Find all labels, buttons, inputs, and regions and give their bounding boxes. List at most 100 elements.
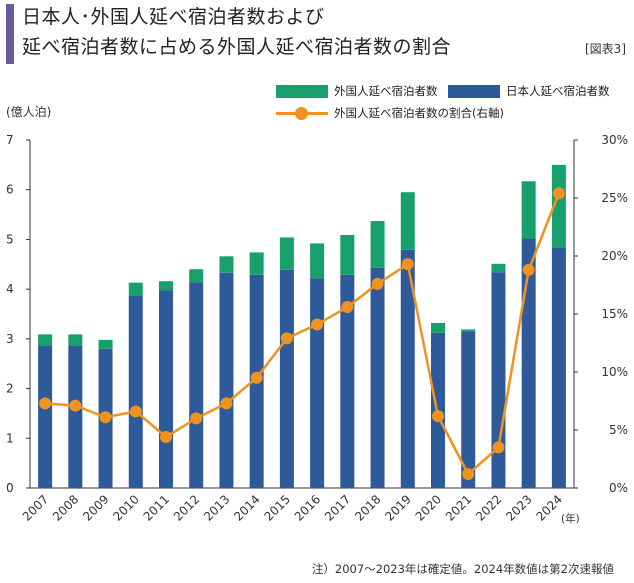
share-point — [432, 410, 444, 423]
bar-japanese — [219, 272, 234, 488]
x-tick-label: 2008 — [50, 492, 81, 523]
legend-japanese-label: 日本人延べ宿泊者数 — [506, 84, 610, 98]
bar-japanese — [400, 249, 415, 488]
legend-share-label: 外国人延べ宿泊者数の割合(右軸) — [334, 106, 504, 120]
bar-japanese — [159, 290, 173, 488]
legend-foreign-label: 外国人延べ宿泊者数 — [334, 84, 438, 98]
x-tick-label: 2022 — [473, 492, 504, 523]
bar-japanese — [128, 295, 143, 488]
bar-foreign — [38, 334, 53, 346]
bar-japanese — [38, 345, 53, 488]
share-point — [220, 397, 233, 410]
y-tick-label: 3 — [6, 332, 14, 346]
x-tick-label: 2017 — [322, 492, 353, 523]
bar-foreign — [400, 192, 415, 250]
share-point — [190, 412, 203, 425]
title-accent-bar — [6, 4, 14, 64]
y-tick-label: 4 — [6, 282, 14, 296]
share-point — [39, 397, 52, 410]
bar-foreign — [279, 237, 294, 270]
bar-foreign — [98, 339, 113, 349]
footnote: 注）2007～2023年は確定値。2024年数値は第2次速報値 — [311, 562, 614, 576]
left-axis-unit: (億人泊) — [6, 105, 52, 119]
bar-foreign — [431, 322, 445, 333]
chart-title: 日本人･外国人延べ宿泊者数および 延べ宿泊者数に占める外国人延べ宿泊者数の割合 — [22, 2, 451, 62]
share-point — [311, 318, 324, 331]
y2-tick-label: 10% — [601, 365, 628, 379]
x-tick-label: 2014 — [231, 492, 262, 523]
x-tick-label: 2018 — [352, 492, 383, 523]
x-tick-label: 2012 — [171, 492, 202, 523]
x-tick-label: 2019 — [382, 492, 413, 523]
y2-tick-label: 30% — [601, 133, 628, 147]
bar-foreign — [370, 221, 385, 268]
y2-tick-label: 5% — [609, 423, 628, 437]
share-point — [552, 187, 565, 200]
title-line-1: 日本人･外国人延べ宿泊者数および — [22, 6, 325, 28]
bar-japanese — [461, 331, 476, 488]
x-axis-unit: (年) — [561, 512, 580, 525]
figure-label: [図表3] — [585, 42, 626, 56]
y-tick-label: 6 — [6, 183, 14, 197]
bar-foreign — [219, 256, 234, 273]
bar-japanese — [370, 267, 385, 488]
share-point — [69, 399, 82, 412]
bar-japanese — [189, 282, 204, 488]
x-tick-label: 2013 — [201, 492, 232, 523]
y2-tick-label: 25% — [601, 191, 628, 205]
x-tick-label: 2021 — [443, 492, 474, 523]
legend-foreign-swatch — [276, 85, 328, 98]
share-point — [341, 301, 354, 314]
bar-japanese — [279, 269, 294, 488]
legend-share: 外国人延べ宿泊者数の割合(右軸) — [276, 105, 504, 121]
title-line-2: 延べ宿泊者数に占める外国人延べ宿泊者数の割合 — [22, 36, 452, 58]
bar-foreign — [491, 263, 506, 273]
x-tick-label: 2010 — [110, 492, 141, 523]
bar-foreign — [521, 181, 536, 239]
y-tick-label: 5 — [6, 232, 14, 246]
x-tick-label: 2020 — [413, 492, 444, 523]
bar-japanese — [551, 247, 566, 488]
share-point — [401, 258, 414, 271]
y-tick-label: 7 — [6, 133, 14, 147]
y2-tick-label: 20% — [601, 249, 628, 263]
bar-japanese — [310, 278, 325, 488]
share-point — [522, 263, 535, 276]
legend-japanese: 日本人延べ宿泊者数 — [448, 83, 610, 99]
y2-tick-label: 15% — [601, 307, 628, 321]
share-point — [280, 332, 293, 345]
share-point — [462, 468, 475, 481]
bar-japanese — [340, 274, 355, 488]
x-tick-label: 2015 — [262, 492, 293, 523]
legend-foreign: 外国人延べ宿泊者数 — [276, 83, 438, 99]
bar-foreign — [249, 252, 264, 275]
share-point — [160, 430, 172, 443]
bar-foreign — [340, 234, 355, 275]
share-point — [129, 405, 142, 418]
bar-foreign — [189, 269, 204, 283]
bar-japanese — [521, 238, 536, 488]
legend-share-swatch — [276, 107, 328, 120]
share-point — [371, 277, 384, 290]
y-tick-label: 2 — [6, 382, 14, 396]
y-tick-label: 0 — [6, 481, 14, 495]
x-tick-label: 2016 — [292, 492, 323, 523]
legend-japanese-swatch — [448, 85, 500, 98]
share-line — [45, 192, 561, 477]
y-tick-label: 1 — [6, 431, 14, 445]
bar-foreign — [159, 281, 173, 291]
x-tick-label: 2011 — [141, 492, 172, 523]
bar-foreign — [551, 164, 566, 248]
share-point — [99, 411, 112, 424]
bar-japanese — [68, 345, 83, 488]
bar-foreign — [461, 329, 476, 332]
y2-tick-label: 0% — [609, 481, 628, 495]
share-point — [492, 441, 505, 454]
bar-foreign — [128, 282, 143, 296]
share-point — [250, 371, 263, 384]
x-tick-label: 2007 — [20, 492, 51, 523]
x-tick-label: 2009 — [80, 492, 111, 523]
bar-foreign — [68, 334, 83, 346]
bar-foreign — [310, 243, 325, 279]
